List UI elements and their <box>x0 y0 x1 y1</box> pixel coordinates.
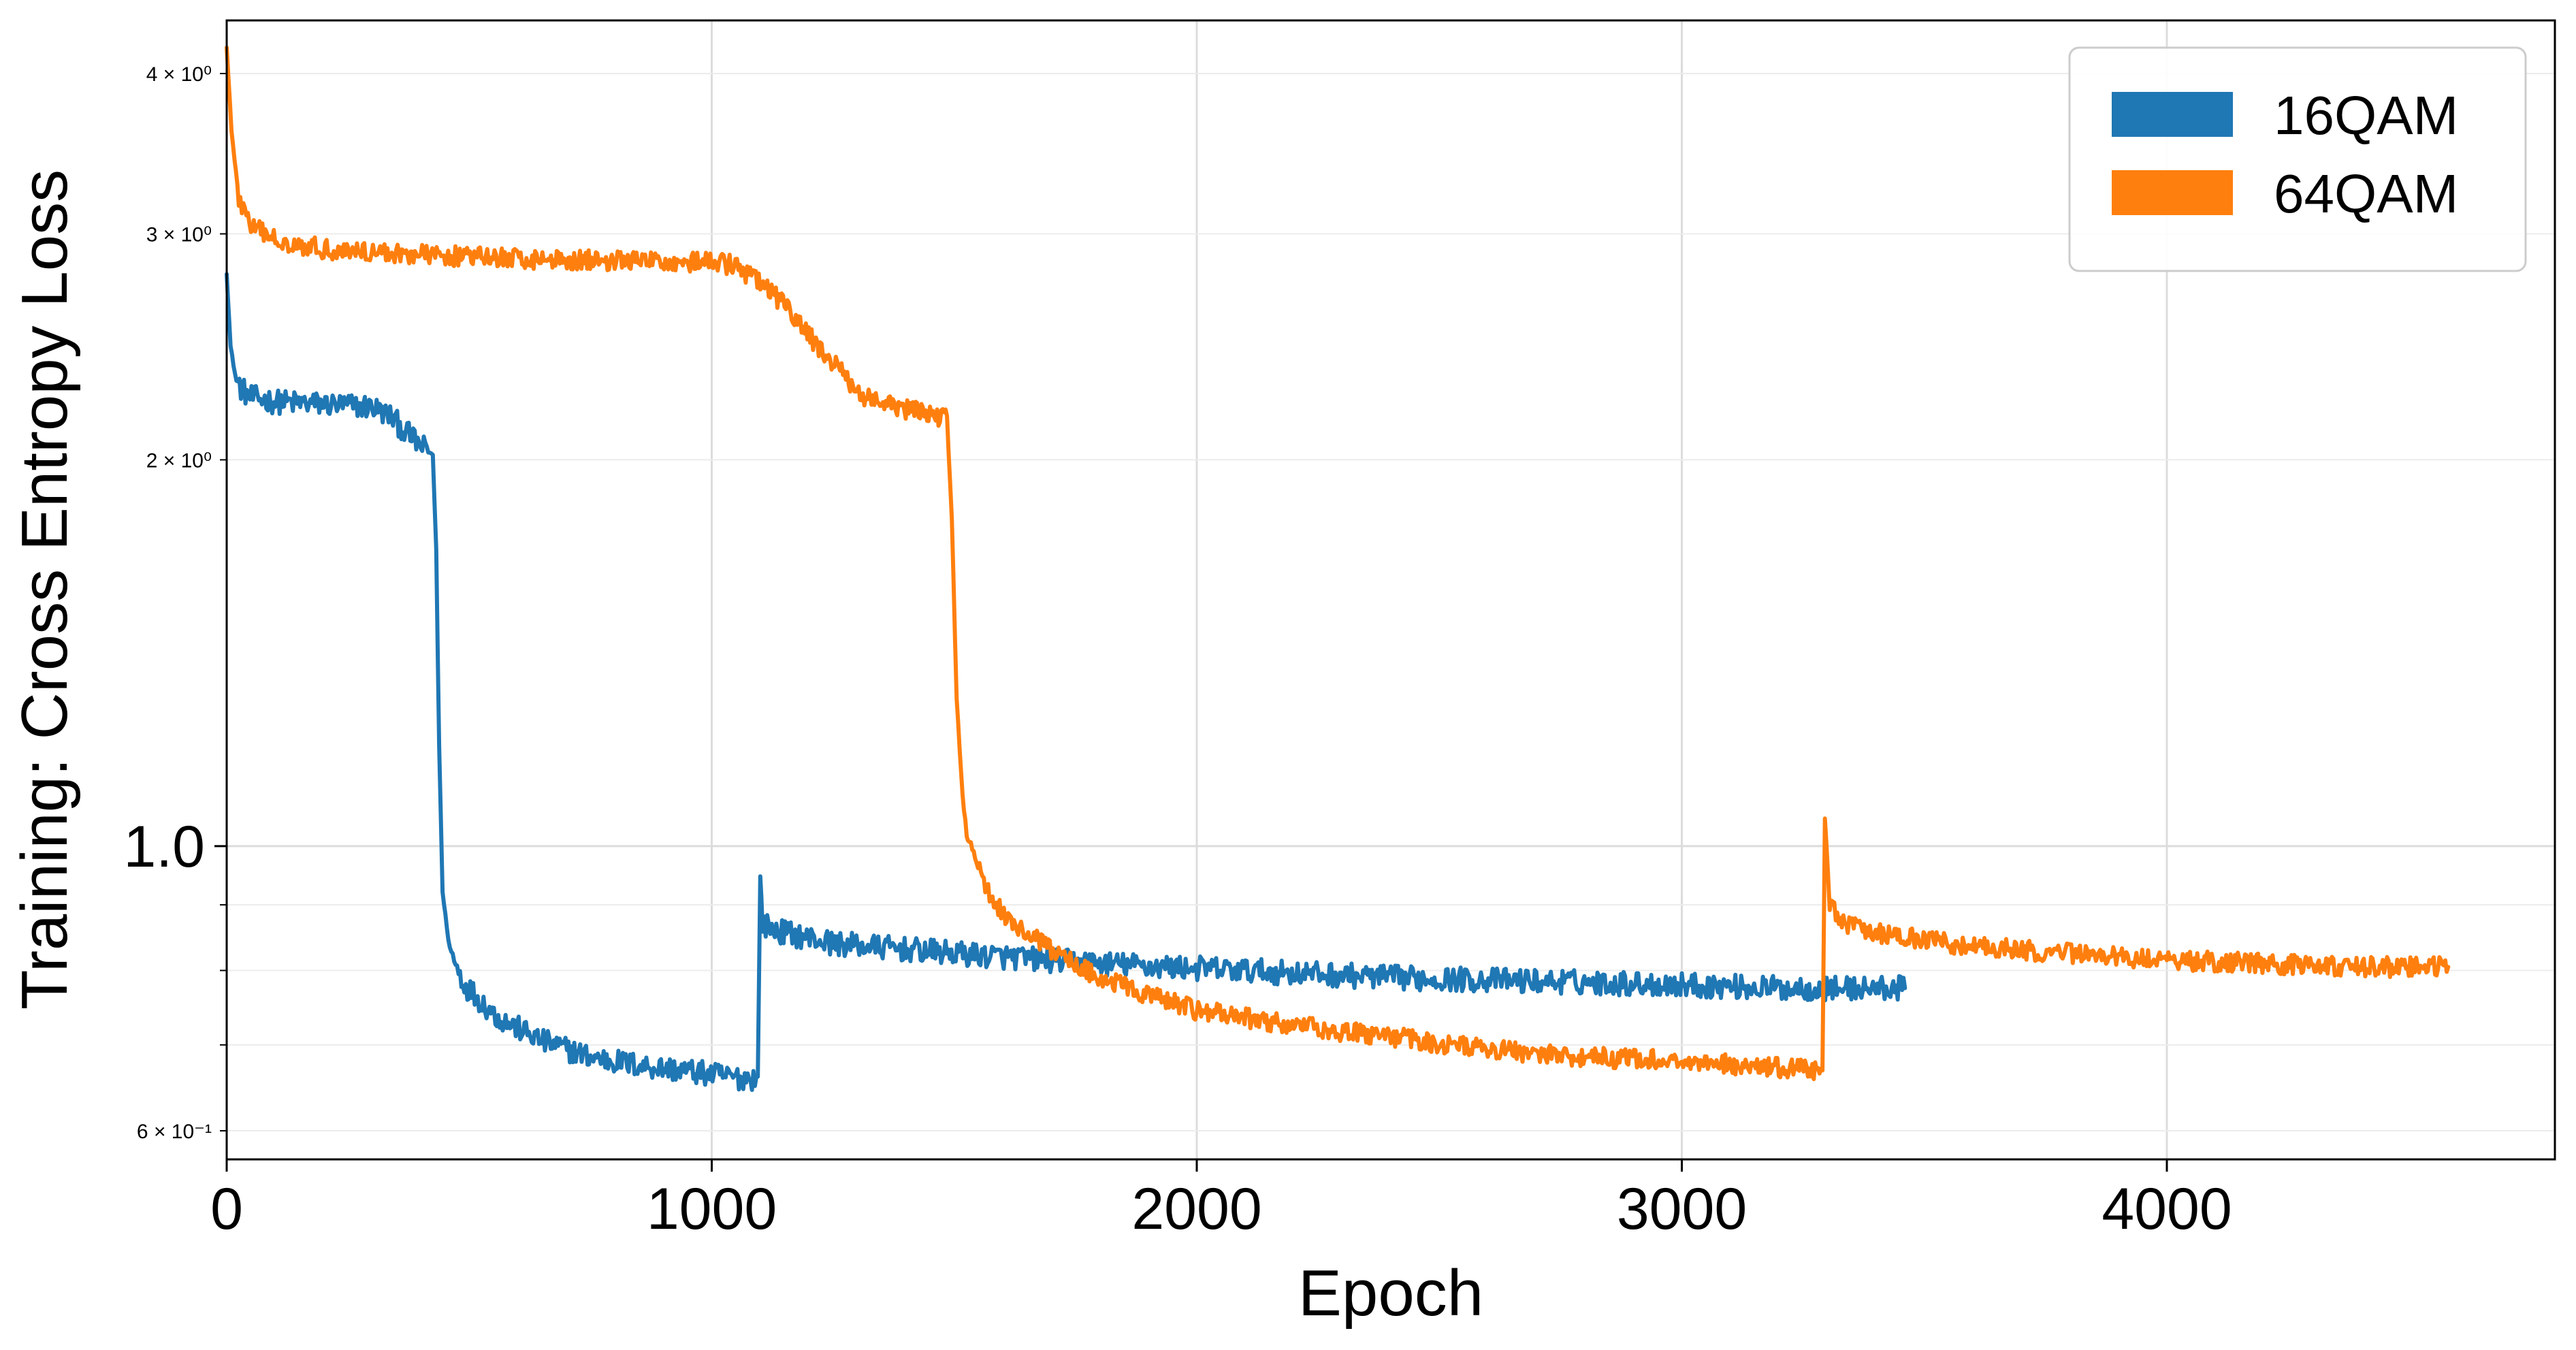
x-tick-label: 4000 <box>2102 1176 2232 1242</box>
legend-label-16qam: 16QAM <box>2274 85 2458 146</box>
plot-frame <box>225 19 2556 1161</box>
y-tick-label: 1.0 <box>123 814 205 880</box>
tick-labels: 0 1000 2000 3000 4000 1.0 6 × 10⁻¹ 2 × 10⁰ 3 × 1… <box>123 63 2232 1242</box>
x-tick-label: 1000 <box>647 1176 777 1242</box>
x-tick-label: 2000 <box>1131 1176 1261 1242</box>
y-minor-tick-label: 4 × 10⁰ <box>146 63 212 86</box>
x-tick-label: 0 <box>210 1176 243 1242</box>
y-minor-tick-label: 2 × 10⁰ <box>146 449 212 472</box>
legend: 16QAM 64QAM <box>2068 46 2527 272</box>
y-minor-tick-label: 6 × 10⁻¹ <box>137 1121 212 1143</box>
y-axis-label: Training: Cross Entropy Loss <box>8 170 81 1010</box>
series-line-64qam <box>225 45 2451 1081</box>
series-layer <box>225 45 2451 1092</box>
tick-marks <box>214 73 2168 1172</box>
legend-swatch-16qam <box>2112 92 2233 137</box>
grid-lines <box>225 20 2555 1159</box>
legend-swatch-64qam <box>2112 170 2233 215</box>
y-minor-tick-label: 3 × 10⁰ <box>146 224 212 246</box>
legend-label-64qam: 64QAM <box>2274 163 2458 224</box>
x-axis-label: Epoch <box>1298 1257 1483 1330</box>
legend-box <box>2068 46 2527 272</box>
x-tick-label: 3000 <box>1617 1176 1747 1242</box>
